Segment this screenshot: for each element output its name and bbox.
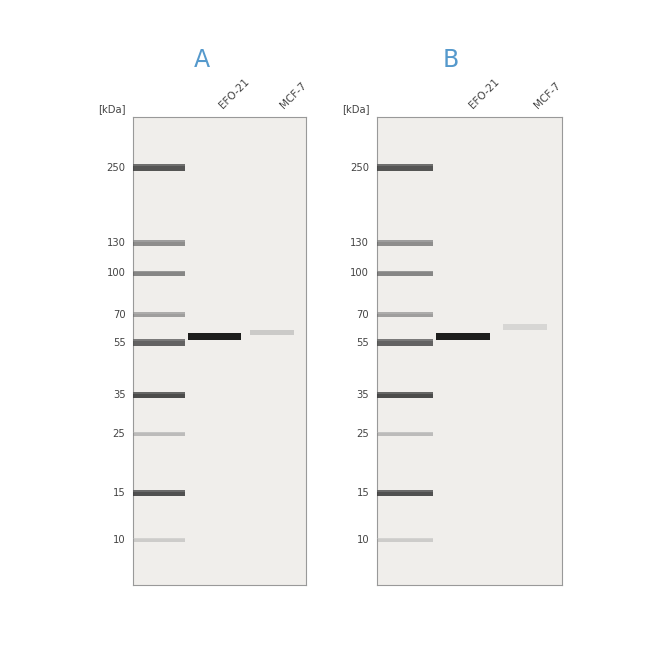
Text: 55: 55 <box>356 337 369 348</box>
Bar <box>377 339 433 341</box>
Text: 70: 70 <box>113 309 125 320</box>
Bar <box>133 538 185 541</box>
Text: 25: 25 <box>356 429 369 439</box>
Bar <box>250 330 294 335</box>
Bar <box>377 392 433 398</box>
Bar <box>377 271 433 272</box>
Text: EFO-21: EFO-21 <box>468 77 502 111</box>
Text: 35: 35 <box>357 390 369 400</box>
Bar <box>377 489 433 491</box>
Bar <box>377 339 433 346</box>
Bar <box>377 392 433 394</box>
Bar <box>133 313 185 314</box>
Text: 55: 55 <box>112 337 125 348</box>
Text: 25: 25 <box>112 429 125 439</box>
Text: EFO-21: EFO-21 <box>218 77 252 111</box>
Bar <box>133 240 185 242</box>
Bar <box>436 333 490 340</box>
Text: 100: 100 <box>350 268 369 278</box>
Text: MCF-7: MCF-7 <box>532 81 563 110</box>
Bar <box>377 313 433 317</box>
Text: 10: 10 <box>357 535 369 545</box>
Text: 70: 70 <box>357 309 369 320</box>
Bar <box>377 538 433 539</box>
Bar <box>377 164 433 171</box>
Text: 250: 250 <box>107 162 125 172</box>
Bar <box>133 164 185 166</box>
Bar <box>133 432 185 436</box>
Text: MCF-7: MCF-7 <box>278 81 308 110</box>
Bar <box>377 240 433 242</box>
Text: 35: 35 <box>113 390 125 400</box>
Bar <box>133 271 185 276</box>
Bar <box>133 392 185 398</box>
Bar <box>133 489 185 491</box>
Text: 10: 10 <box>113 535 125 545</box>
Bar <box>188 333 241 340</box>
Bar <box>377 489 433 496</box>
Bar <box>133 489 185 496</box>
Text: 130: 130 <box>107 238 125 248</box>
Bar <box>377 240 433 246</box>
Bar <box>133 538 185 539</box>
Bar <box>133 392 185 394</box>
Bar <box>377 432 433 436</box>
Bar <box>133 164 185 171</box>
Bar <box>377 538 433 541</box>
Bar <box>503 324 547 330</box>
Bar <box>133 271 185 272</box>
Text: 15: 15 <box>112 488 125 498</box>
Text: 250: 250 <box>350 162 369 172</box>
Text: B: B <box>443 47 459 72</box>
Bar <box>377 164 433 166</box>
Bar <box>133 313 185 317</box>
Text: A: A <box>194 47 210 72</box>
Text: 130: 130 <box>350 238 369 248</box>
Bar <box>377 271 433 276</box>
Bar <box>133 339 185 346</box>
Text: 15: 15 <box>356 488 369 498</box>
Text: [kDa]: [kDa] <box>342 104 369 114</box>
Bar <box>133 339 185 341</box>
Text: [kDa]: [kDa] <box>98 104 125 114</box>
Text: 100: 100 <box>107 268 125 278</box>
Bar <box>377 432 433 433</box>
Bar <box>133 432 185 433</box>
Bar <box>377 313 433 314</box>
Bar <box>133 240 185 246</box>
